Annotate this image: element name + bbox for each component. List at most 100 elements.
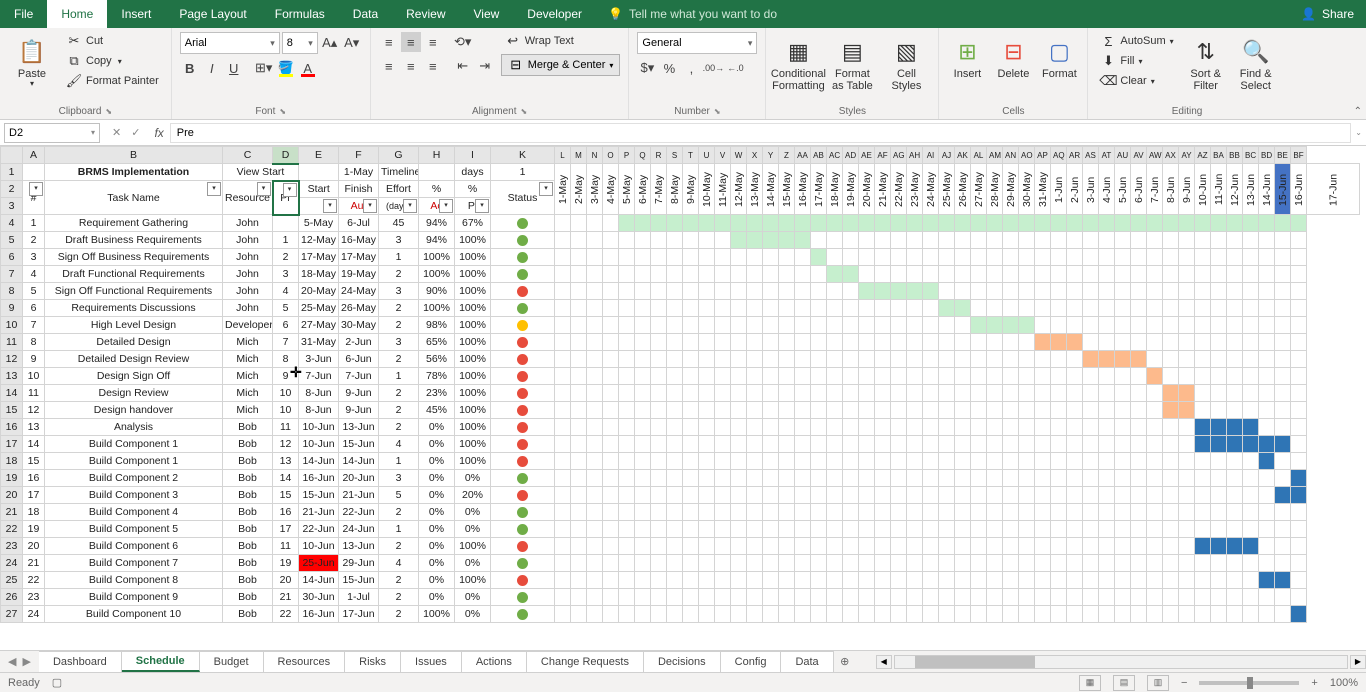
cell-status-21[interactable] [491, 504, 555, 521]
gantt-cell-10-3[interactable] [603, 317, 619, 334]
gantt-cell-22-30[interactable] [1035, 521, 1051, 538]
cell-finish-14[interactable]: 9-Jun [339, 385, 379, 402]
gantt-cell-9-2[interactable] [587, 300, 603, 317]
gantt-cell-10-11[interactable] [731, 317, 747, 334]
row-header-22[interactable]: 22 [1, 521, 23, 538]
gantt-cell-23-18[interactable] [843, 538, 859, 555]
gantt-cell-21-32[interactable] [1067, 504, 1083, 521]
col-header-AK[interactable]: AK [955, 147, 971, 164]
gantt-cell-18-24[interactable] [939, 453, 955, 470]
gantt-cell-14-4[interactable] [619, 385, 635, 402]
gantt-cell-5-37[interactable] [1147, 232, 1163, 249]
gantt-cell-6-17[interactable] [827, 249, 843, 266]
gantt-cell-17-18[interactable] [843, 436, 859, 453]
cell-p1-27[interactable]: 100% [419, 606, 455, 623]
cell-H1[interactable] [419, 164, 455, 181]
cell-num-21[interactable]: 18 [23, 504, 45, 521]
cell-start-16[interactable]: 10-Jun [299, 419, 339, 436]
gantt-cell-12-34[interactable] [1099, 351, 1115, 368]
delete-cells-button[interactable]: ⊟Delete [993, 32, 1033, 80]
gantt-cell-21-31[interactable] [1051, 504, 1067, 521]
gantt-cell-5-31[interactable] [1051, 232, 1067, 249]
cell-res-17[interactable]: Bob [223, 436, 273, 453]
gantt-cell-22-14[interactable] [779, 521, 795, 538]
gantt-cell-15-2[interactable] [587, 402, 603, 419]
col-header-BB[interactable]: BB [1227, 147, 1243, 164]
gantt-cell-16-38[interactable] [1163, 419, 1179, 436]
gantt-cell-11-28[interactable] [1003, 334, 1019, 351]
gantt-cell-21-36[interactable] [1131, 504, 1147, 521]
cell-res-18[interactable]: Bob [223, 453, 273, 470]
row-header-6[interactable]: 6 [1, 249, 23, 266]
col-header-O[interactable]: O [603, 147, 619, 164]
row-header-10[interactable]: 10 [1, 317, 23, 334]
gantt-cell-8-26[interactable] [971, 283, 987, 300]
gantt-cell-7-31[interactable] [1051, 266, 1067, 283]
gantt-cell-11-11[interactable] [731, 334, 747, 351]
gantt-cell-15-14[interactable] [779, 402, 795, 419]
gantt-cell-7-4[interactable] [619, 266, 635, 283]
sheet-tab-issues[interactable]: Issues [401, 651, 462, 672]
gantt-cell-23-43[interactable] [1243, 538, 1259, 555]
gantt-cell-7-36[interactable] [1131, 266, 1147, 283]
gantt-cell-10-25[interactable] [955, 317, 971, 334]
cell-res-4[interactable]: John [223, 215, 273, 232]
gantt-cell-17-41[interactable] [1211, 436, 1227, 453]
gantt-cell-16-1[interactable] [571, 419, 587, 436]
gantt-cell-22-12[interactable] [747, 521, 763, 538]
gantt-cell-25-34[interactable] [1099, 572, 1115, 589]
gantt-cell-5-35[interactable] [1115, 232, 1131, 249]
gantt-cell-20-41[interactable] [1211, 487, 1227, 504]
cell-res-9[interactable]: John [223, 300, 273, 317]
cell-G1[interactable]: Timeline [379, 164, 419, 181]
cell-num-25[interactable]: 22 [23, 572, 45, 589]
gantt-cell-24-11[interactable] [731, 555, 747, 572]
gantt-cell-14-39[interactable] [1179, 385, 1195, 402]
gantt-cell-7-43[interactable] [1243, 266, 1259, 283]
cell-num-7[interactable]: 4 [23, 266, 45, 283]
gantt-cell-24-16[interactable] [811, 555, 827, 572]
col-header-AQ[interactable]: AQ [1051, 147, 1067, 164]
gantt-cell-23-44[interactable] [1259, 538, 1275, 555]
decrease-indent-button[interactable]: ⇤ [453, 56, 473, 76]
gantt-cell-25-39[interactable] [1179, 572, 1195, 589]
zoom-level[interactable]: 100% [1330, 677, 1358, 689]
col-header-AU[interactable]: AU [1115, 147, 1131, 164]
cell-effort-5[interactable]: 3 [379, 232, 419, 249]
gantt-cell-27-4[interactable] [619, 606, 635, 623]
gantt-cell-11-30[interactable] [1035, 334, 1051, 351]
date-header-11[interactable]: 12-May [731, 164, 747, 215]
cell-A1[interactable] [23, 164, 45, 181]
dialog-launcher-icon[interactable]: ⬊ [714, 107, 721, 116]
cell-p1-9[interactable]: 100% [419, 300, 455, 317]
gantt-cell-19-21[interactable] [891, 470, 907, 487]
gantt-cell-12-44[interactable] [1259, 351, 1275, 368]
gantt-cell-12-29[interactable] [1019, 351, 1035, 368]
gantt-cell-5-24[interactable] [939, 232, 955, 249]
gantt-cell-7-18[interactable] [843, 266, 859, 283]
gantt-cell-20-45[interactable] [1275, 487, 1291, 504]
gantt-cell-19-20[interactable] [875, 470, 891, 487]
gantt-cell-16-5[interactable] [635, 419, 651, 436]
row-header-4[interactable]: 4 [1, 215, 23, 232]
gantt-cell-17-40[interactable] [1195, 436, 1211, 453]
date-header-33[interactable]: 3-Jun [1083, 164, 1099, 215]
gantt-cell-21-21[interactable] [891, 504, 907, 521]
gantt-cell-14-22[interactable] [907, 385, 923, 402]
gantt-cell-11-1[interactable] [571, 334, 587, 351]
gantt-cell-7-41[interactable] [1211, 266, 1227, 283]
gantt-cell-16-2[interactable] [587, 419, 603, 436]
date-header-3[interactable]: 4-May [603, 164, 619, 215]
gantt-cell-8-18[interactable] [843, 283, 859, 300]
gantt-cell-27-0[interactable] [555, 606, 571, 623]
gantt-cell-8-22[interactable] [907, 283, 923, 300]
gantt-cell-6-5[interactable] [635, 249, 651, 266]
gantt-cell-20-38[interactable] [1163, 487, 1179, 504]
gantt-cell-20-29[interactable] [1019, 487, 1035, 504]
row-header-23[interactable]: 23 [1, 538, 23, 555]
gantt-cell-26-20[interactable] [875, 589, 891, 606]
tab-developer[interactable]: Developer [513, 0, 596, 28]
tab-page-layout[interactable]: Page Layout [165, 0, 260, 28]
gantt-cell-23-0[interactable] [555, 538, 571, 555]
gantt-cell-6-33[interactable] [1083, 249, 1099, 266]
